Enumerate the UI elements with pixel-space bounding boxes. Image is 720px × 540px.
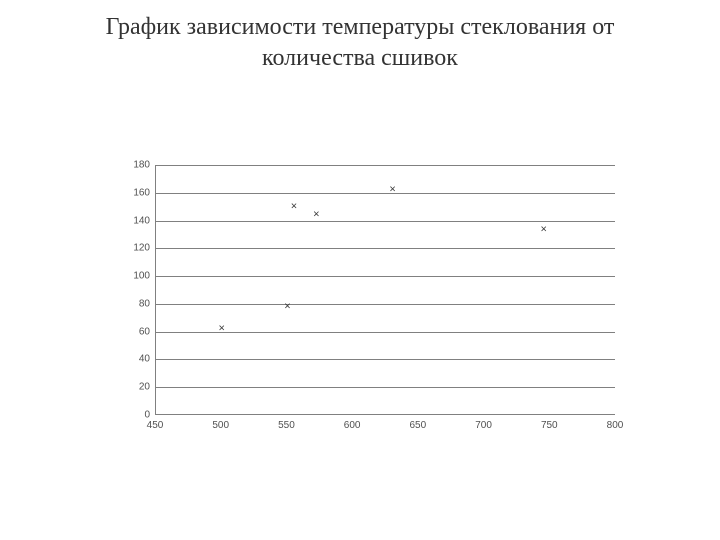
y-tick-label: 0 [120,410,150,421]
y-tick-label: 140 [120,215,150,226]
gridline [156,221,615,222]
gridline [156,193,615,194]
x-tick-label: 500 [206,420,236,431]
page-title: График зависимости температуры стеклован… [0,0,720,74]
plot-area: × × × × × × [155,165,615,415]
x-tick-label: 750 [534,420,564,431]
y-tick-label: 120 [120,243,150,254]
x-tick-label: 450 [140,420,170,431]
gridline [156,304,615,305]
x-tick-label: 600 [337,420,367,431]
data-point: × [540,225,546,236]
gridline [156,165,615,166]
data-point: × [218,323,224,334]
gridline [156,248,615,249]
data-point: × [313,210,319,221]
y-tick-label: 60 [120,326,150,337]
y-tick-label: 160 [120,187,150,198]
x-tick-label: 650 [403,420,433,431]
data-point: × [291,201,297,212]
y-tick-label: 180 [120,160,150,171]
y-tick-label: 80 [120,298,150,309]
x-tick-label: 800 [600,420,630,431]
gridline [156,387,615,388]
gridline [156,359,615,360]
y-tick-label: 100 [120,271,150,282]
x-tick-label: 550 [271,420,301,431]
data-point: × [389,185,395,196]
scatter-chart: ×××××× 020406080100120140160180450500550… [120,165,620,445]
title-line-1: График зависимости температуры стеклован… [106,14,615,40]
x-tick-label: 700 [469,420,499,431]
gridline [156,276,615,277]
y-tick-label: 40 [120,354,150,365]
title-line-2: количества сшивок [262,45,458,71]
y-tick-label: 20 [120,382,150,393]
data-point: × [284,301,290,312]
